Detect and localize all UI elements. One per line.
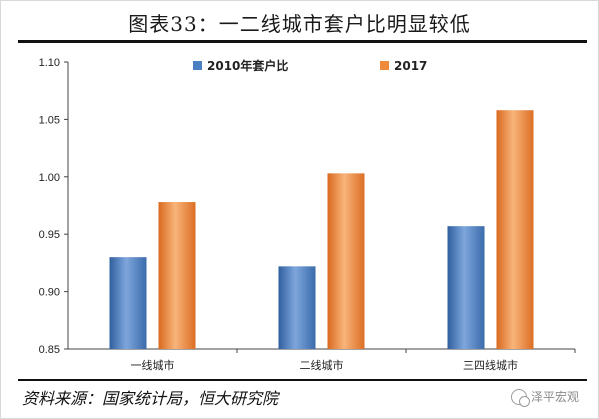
bar-2017-2 [327, 173, 365, 349]
legend-swatch [380, 61, 389, 70]
x-category-label: 三四线城市 [463, 358, 518, 372]
x-category-label: 二线城市 [300, 358, 344, 372]
legend-swatch [193, 61, 202, 70]
watermark: 泽平宏观 [510, 388, 579, 407]
y-tick-label: 0.85 [39, 344, 60, 356]
y-tick-label: 0.90 [39, 287, 60, 299]
y-tick-label: 1.05 [39, 114, 60, 126]
watermark-text: 泽平宏观 [530, 390, 579, 404]
title-rule [18, 40, 587, 43]
bar-2017-3 [496, 110, 534, 349]
legend-label: 2010年套户比 [207, 58, 288, 73]
bar-2017-1 [158, 202, 196, 349]
y-tick-label: 1.00 [39, 172, 60, 184]
wechat-icon [510, 388, 530, 407]
x-category-label: 一线城市 [131, 358, 175, 372]
y-tick-label: 0.95 [39, 229, 60, 241]
page-title: 图表33：一二线城市套户比明显较低 [128, 12, 471, 36]
y-tick-label: 1.10 [39, 57, 60, 69]
bar-2010-2 [278, 266, 316, 349]
source-note: 资料来源：国家统计局，恒大研究院 [22, 389, 279, 408]
source-rule [18, 379, 587, 381]
bar-2010-3 [447, 226, 485, 349]
legend-label: 2017 [394, 59, 427, 73]
bar-2010-1 [109, 257, 147, 349]
